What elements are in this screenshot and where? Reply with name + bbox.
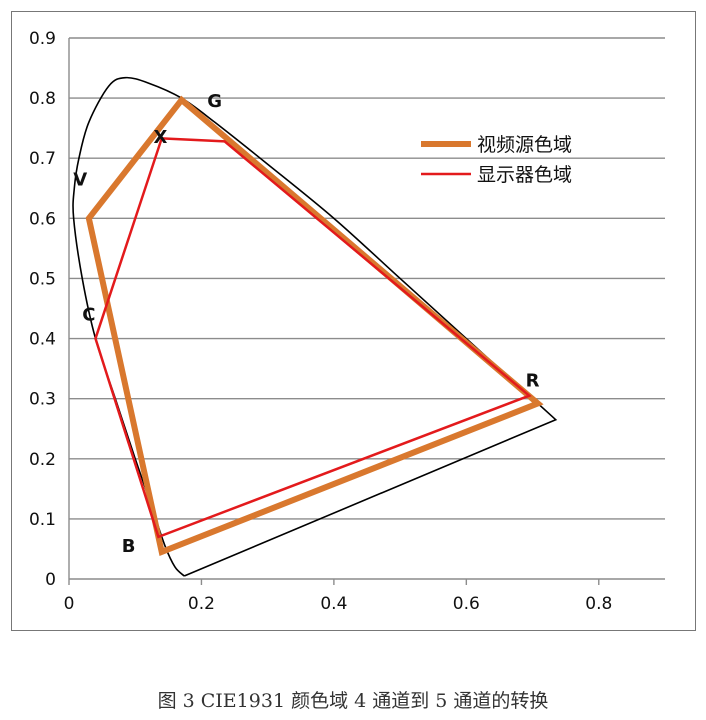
cie-chart: 0 0.1 0.2 0.3 0.4 0.5 0.6 0.7 0.8 0.9 0 0.2 0.4 0.6 0.… (29, 29, 665, 614)
y-tick-label: 0.3 (29, 390, 56, 410)
chart-frame: 0 0.1 0.2 0.3 0.4 0.5 0.6 0.7 0.8 0.9 0 0.2 0.4 0.6 0.… (11, 11, 696, 631)
y-tick-label: 0.7 (29, 149, 56, 169)
vertex-label: R (526, 371, 540, 392)
y-tick-label: 0.6 (29, 209, 56, 229)
figure-caption: 图 3 CIE1931 颜色域 4 通道到 5 通道的转换 (157, 690, 549, 712)
x-tick-label: 0.2 (188, 594, 215, 614)
legend-label: 视频源色域 (477, 134, 572, 156)
vertex-label: B (122, 536, 136, 557)
x-tick-label: 0.8 (585, 594, 612, 614)
y-tick-label: 0.2 (29, 450, 56, 470)
gamut-polygon-source (85, 95, 544, 557)
x-tick-label: 0.4 (320, 594, 347, 614)
y-tick-label: 0.9 (29, 29, 56, 49)
y-tick-label: 0.4 (29, 330, 56, 350)
x-tick-label: 0.6 (453, 594, 480, 614)
y-tick-label: 0 (45, 570, 56, 590)
vertex-label: G (207, 91, 222, 112)
y-tick-label: 0.1 (29, 510, 56, 530)
vertex-label: V (73, 169, 87, 190)
vertex-label: X (153, 127, 167, 148)
gamut-polygon-display (94, 137, 532, 539)
y-tick-label: 0.5 (29, 269, 56, 289)
vertex-label: C (82, 305, 95, 326)
y-tick-label: 0.8 (29, 89, 56, 109)
legend-label: 显示器色域 (477, 164, 572, 186)
x-tick-label: 0 (64, 594, 75, 614)
spectral-locus-curve (72, 76, 558, 577)
